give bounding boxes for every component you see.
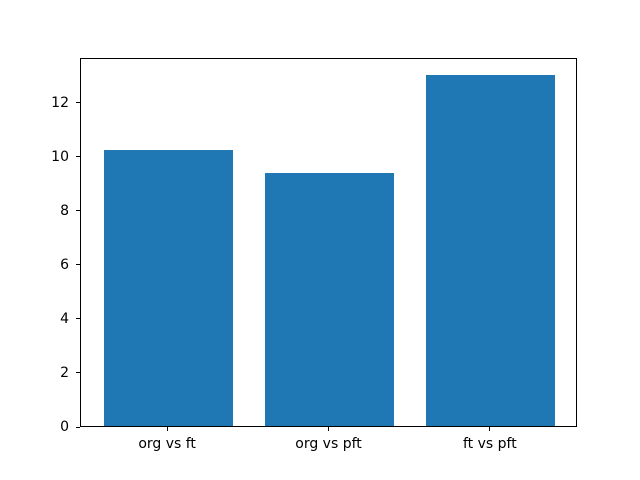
y-tick-label: 12 bbox=[51, 94, 69, 111]
bar-org-vs-pft bbox=[264, 173, 395, 426]
y-tick-mark bbox=[76, 210, 80, 212]
y-tick-mark bbox=[76, 102, 80, 104]
y-tick-label: 0 bbox=[60, 419, 69, 435]
y-tick-mark bbox=[76, 156, 80, 158]
bar-ft-vs-pft bbox=[426, 74, 556, 426]
x-tick-mark bbox=[166, 427, 168, 431]
y-tick-label: 2 bbox=[60, 364, 69, 381]
y-tick-mark bbox=[76, 372, 80, 374]
y-tick-label: 6 bbox=[60, 256, 69, 273]
bar-org-vs-ft bbox=[103, 150, 233, 426]
y-tick-label: 10 bbox=[51, 148, 69, 165]
y-tick-mark bbox=[76, 318, 80, 320]
y-tick-mark bbox=[76, 426, 80, 428]
y-tick-label: 8 bbox=[60, 202, 69, 219]
x-tick-label: org vs ft bbox=[138, 436, 196, 452]
x-tick-label: org vs pft bbox=[295, 436, 362, 452]
y-tick-label: 4 bbox=[60, 310, 69, 327]
plot-area bbox=[80, 58, 577, 427]
x-tick-mark bbox=[489, 427, 491, 431]
x-tick-label: ft vs pft bbox=[463, 436, 517, 452]
x-tick-mark bbox=[328, 427, 329, 431]
y-tick-mark bbox=[76, 264, 80, 266]
